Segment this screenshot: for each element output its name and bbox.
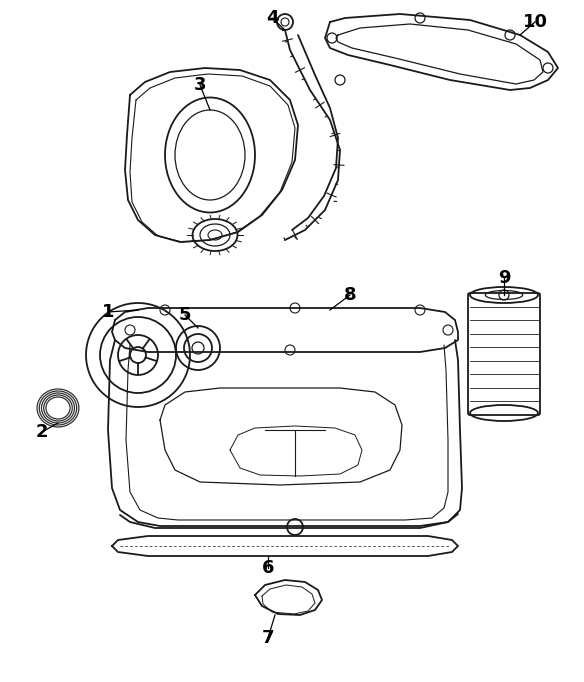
Polygon shape — [112, 536, 458, 556]
Text: 3: 3 — [194, 76, 206, 94]
Text: 6: 6 — [262, 559, 274, 577]
Text: 2: 2 — [36, 423, 48, 441]
Text: 8: 8 — [344, 286, 356, 304]
Text: 5: 5 — [179, 306, 191, 324]
Text: 1: 1 — [102, 303, 114, 321]
Text: 10: 10 — [523, 13, 548, 31]
Polygon shape — [112, 308, 458, 352]
Polygon shape — [125, 68, 298, 242]
Text: 9: 9 — [498, 269, 510, 287]
Text: 4: 4 — [266, 9, 278, 27]
Polygon shape — [325, 14, 558, 90]
Text: 7: 7 — [262, 629, 274, 647]
